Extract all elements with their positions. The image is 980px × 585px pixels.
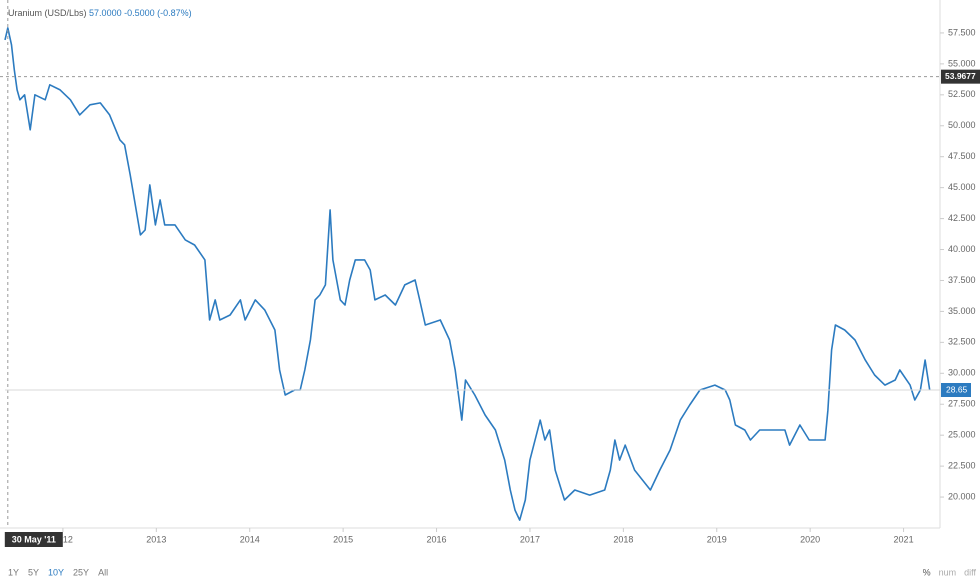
y-tick-label: 22.500 [948, 460, 976, 470]
crosshair-x-badge [4, 532, 63, 547]
crosshair-x-label: 30 May '11 [12, 534, 56, 544]
range-button[interactable]: 25Y [73, 567, 89, 577]
range-button[interactable]: 5Y [28, 567, 39, 577]
x-tick-label: 2017 [520, 534, 540, 544]
y-tick-label: 42.500 [948, 213, 976, 223]
y-tick-label: 25.000 [948, 430, 976, 440]
x-tick-label: 2012 [53, 534, 73, 544]
x-tick-label: 2016 [427, 534, 447, 544]
y-tick-label: 57.500 [948, 27, 976, 37]
x-tick-label: 2020 [800, 534, 820, 544]
last-value-label: 28.65 [946, 384, 968, 394]
mode-button[interactable]: % [923, 567, 931, 577]
y-tick-label: 40.000 [948, 244, 976, 254]
y-tick-label: 52.500 [948, 89, 976, 99]
mode-button[interactable]: num [939, 567, 957, 577]
y-tick-label: 20.000 [948, 491, 976, 501]
y-tick-label: 37.500 [948, 275, 976, 285]
x-tick-label: 2018 [613, 534, 633, 544]
x-tick-label: 2015 [333, 534, 353, 544]
y-tick-label: 45.000 [948, 182, 976, 192]
chart-title: Uranium (USD/Lbs) 57.0000 -0.5000 (-0.87… [8, 8, 192, 18]
title: Uranium (USD/Lbs) [8, 8, 87, 18]
x-tick-label: 2019 [707, 534, 727, 544]
y-tick-label: 47.500 [948, 151, 976, 161]
y-tick-label: 35.000 [948, 306, 976, 316]
price-line [4, 27, 931, 521]
x-tick-label: 2013 [146, 534, 166, 544]
range-button[interactable]: 1Y [8, 567, 19, 577]
crosshair-y-badge [941, 69, 980, 84]
range-button[interactable]: 10Y [48, 567, 64, 577]
y-tick-label: 55.000 [948, 58, 976, 68]
crosshair-y-label: 53.9677 [945, 71, 976, 81]
range-button[interactable]: All [98, 567, 108, 577]
x-tick-label: 2021 [894, 534, 914, 544]
y-tick-label: 27.500 [948, 399, 976, 409]
price: 57.0000 [89, 8, 122, 18]
x-tick-label: 2014 [240, 534, 260, 544]
y-tick-label: 32.500 [948, 337, 976, 347]
change: -0.5000 (-0.87%) [124, 8, 192, 18]
last-value-badge [941, 383, 971, 398]
mode-button[interactable]: diff [964, 567, 976, 577]
y-tick-label: 50.000 [948, 120, 976, 130]
y-tick-label: 30.000 [948, 368, 976, 378]
